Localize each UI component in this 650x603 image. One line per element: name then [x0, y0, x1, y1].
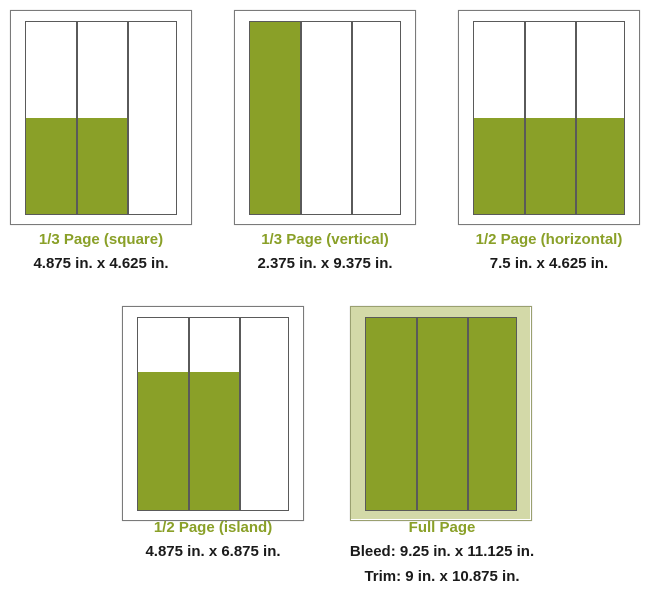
- ad-diagram-half-island: [122, 306, 304, 521]
- ad-space-fill: [250, 22, 300, 214]
- ad-dimensions: 4.875 in. x 4.625 in.: [33, 255, 169, 272]
- column-divider: [416, 318, 418, 510]
- column-divider: [127, 22, 129, 214]
- ad-title: 1/3 Page (square): [38, 231, 164, 248]
- ad-title: 1/3 Page (vertical): [261, 231, 389, 248]
- ad-diagram-full-page: [350, 306, 532, 521]
- page-trim-area: [365, 317, 517, 511]
- ad-title: 1/2 Page (horizontal): [475, 231, 623, 248]
- ad-space-fill: [474, 118, 624, 214]
- ad-diagram-third-square: [10, 10, 192, 225]
- ad-space-fill: [366, 318, 516, 510]
- column-divider: [300, 22, 302, 214]
- column-divider: [76, 22, 78, 214]
- ad-dimensions: 4.875 in. x 6.875 in.: [145, 543, 281, 560]
- ad-bleed-dimensions: Bleed: 9.25 in. x 11.125 in.: [349, 543, 535, 560]
- page-live-area: [137, 317, 289, 511]
- ad-diagram-half-horizontal: [458, 10, 640, 225]
- page-live-area: [25, 21, 177, 215]
- column-divider: [575, 22, 577, 214]
- page-live-area: [249, 21, 401, 215]
- page-live-area: [473, 21, 625, 215]
- ad-title: Full Page: [408, 519, 476, 536]
- column-divider: [239, 318, 241, 510]
- ad-dimensions: 2.375 in. x 9.375 in.: [257, 255, 393, 272]
- ad-title: 1/2 Page (island): [153, 519, 273, 536]
- column-divider: [188, 318, 190, 510]
- ad-diagram-third-vertical: [234, 10, 416, 225]
- column-divider: [524, 22, 526, 214]
- column-divider: [467, 318, 469, 510]
- column-divider: [351, 22, 353, 214]
- ad-trim-dimensions: Trim: 9 in. x 10.875 in.: [364, 568, 520, 585]
- ad-dimensions: 7.5 in. x 4.625 in.: [489, 255, 609, 272]
